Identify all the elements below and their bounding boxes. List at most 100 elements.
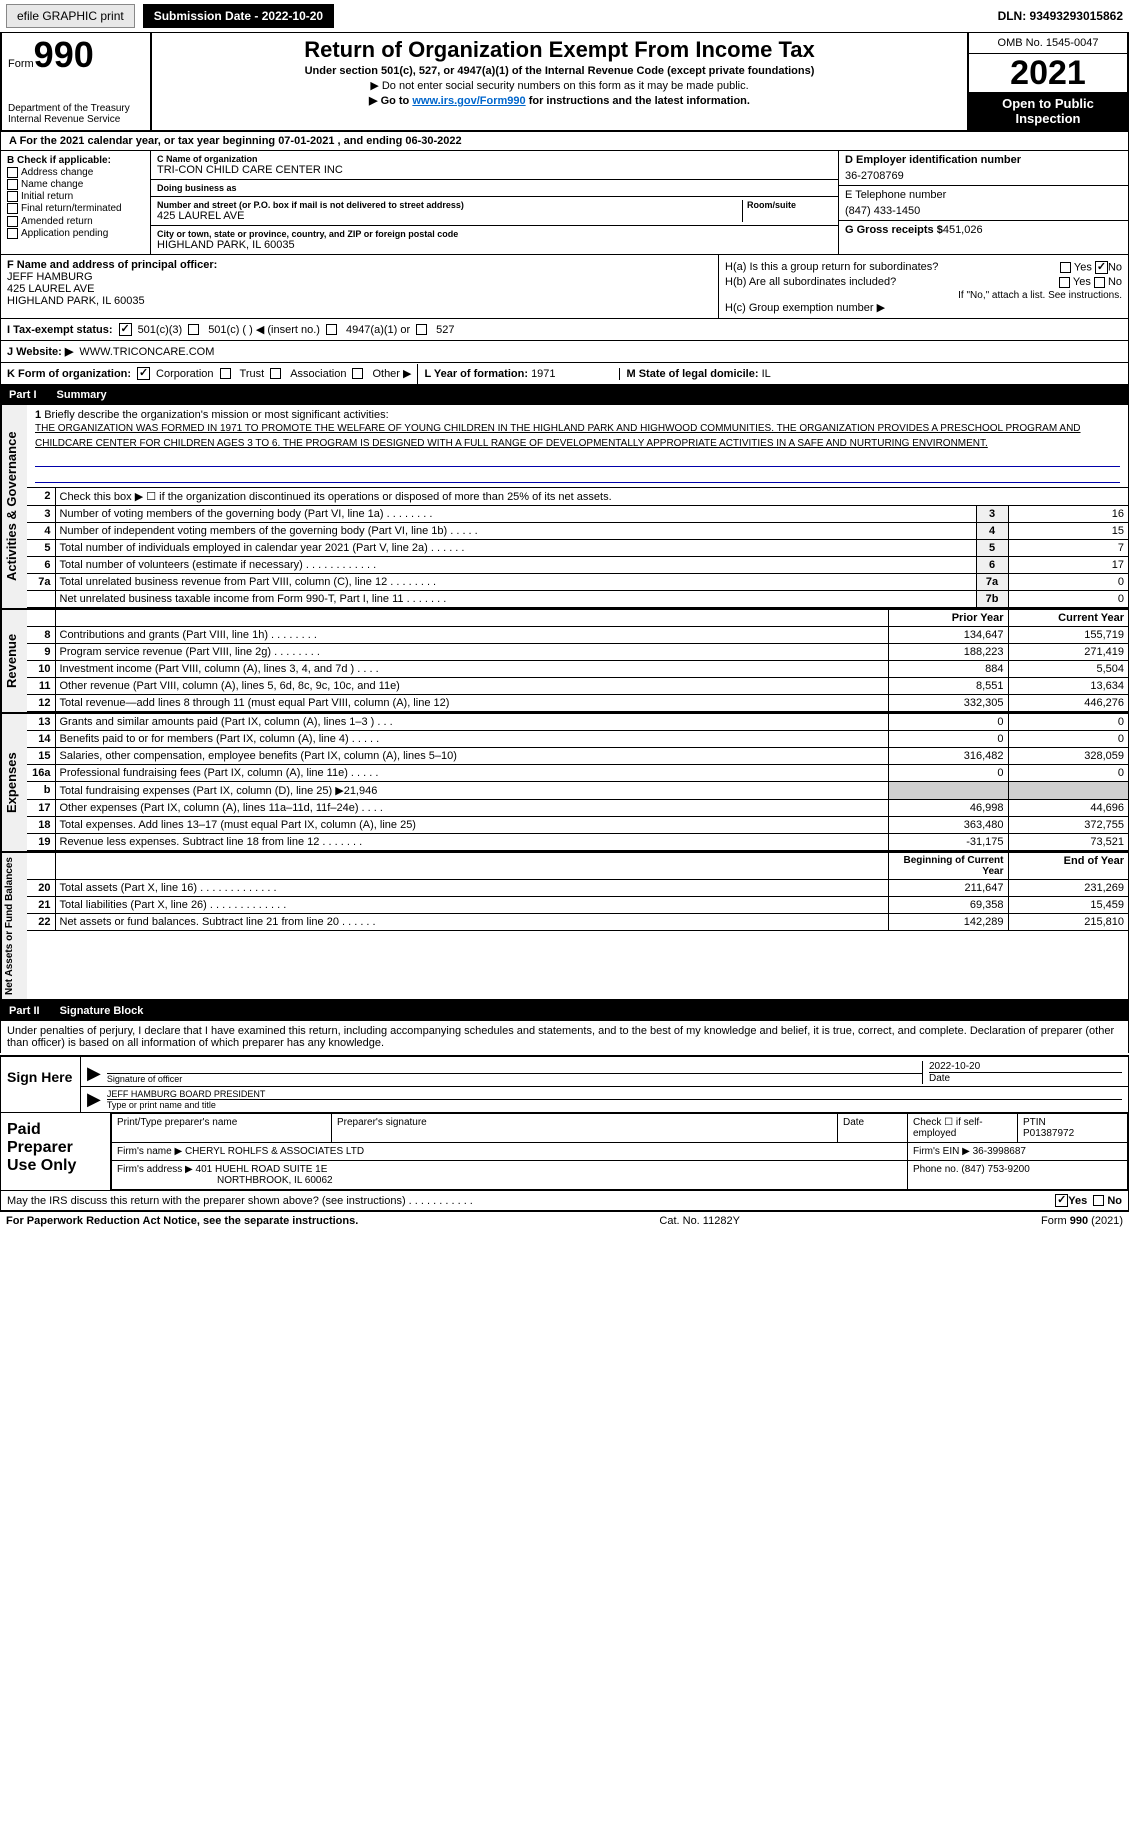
discuss-yes: Yes (1068, 1195, 1087, 1207)
table-row: 5Total number of individuals employed in… (27, 540, 1128, 557)
top-bar: efile GRAPHIC print Submission Date - 20… (0, 0, 1129, 33)
discuss-yes-check[interactable]: ✓ (1055, 1194, 1068, 1207)
l-label: L Year of formation: (424, 368, 528, 380)
table-row: 22Net assets or fund balances. Subtract … (27, 914, 1128, 931)
side-net: Net Assets or Fund Balances (1, 853, 27, 999)
chk-name-change[interactable] (7, 179, 18, 190)
chk-address-change[interactable] (7, 167, 18, 178)
note2-post: for instructions and the latest informat… (526, 95, 750, 107)
prep-sig-hdr: Preparer's signature (332, 1114, 838, 1143)
discuss-no-check[interactable] (1093, 1195, 1104, 1206)
i-4947-check[interactable] (326, 324, 337, 335)
table-row: 7aTotal unrelated business revenue from … (27, 574, 1128, 591)
hb-yes[interactable] (1059, 277, 1070, 288)
addr-label: Number and street (or P.O. box if mail i… (157, 200, 742, 210)
tax-year-line: A For the 2021 calendar year, or tax yea… (0, 132, 1129, 151)
sig-arrow-icon-2: ▶ (87, 1089, 101, 1110)
sig-officer-label: Signature of officer (107, 1073, 922, 1084)
net-assets-table: Beginning of Current Year End of Year 20… (27, 853, 1128, 931)
table-row: 4Number of independent voting members of… (27, 523, 1128, 540)
chk-initial[interactable] (7, 191, 18, 202)
part2-header: Part II Signature Block (0, 1001, 1129, 1021)
discuss-question: May the IRS discuss this return with the… (7, 1195, 1055, 1207)
hb-label: H(b) Are all subordinates included? (725, 276, 896, 288)
expenses-table: 13Grants and similar amounts paid (Part … (27, 714, 1128, 851)
gross-receipts: 451,026 (943, 224, 983, 236)
side-governance: Activities & Governance (1, 405, 27, 608)
firm-name: CHERYL ROHLFS & ASSOCIATES LTD (185, 1146, 364, 1157)
chk-pending[interactable] (7, 228, 18, 239)
ha-no-lbl: No (1108, 261, 1122, 273)
officer-name: JEFF HAMBURG (7, 271, 93, 283)
expenses-section: Expenses 13Grants and similar amounts pa… (0, 712, 1129, 851)
table-row: 12Total revenue—add lines 8 through 11 (… (27, 695, 1128, 712)
header-title-block: Return of Organization Exempt From Incom… (152, 33, 967, 130)
firm-addr1: 401 HUEHL ROAD SUITE 1E (196, 1164, 328, 1175)
opt-pending: Application pending (21, 228, 108, 239)
self-emp-hdr: Check ☐ if self-employed (908, 1114, 1018, 1143)
irs-label: Internal Revenue Service (8, 114, 144, 125)
ha-yes[interactable] (1060, 262, 1071, 273)
k-trust-check[interactable] (220, 368, 231, 379)
open-public-badge: Open to Public Inspection (969, 92, 1127, 130)
hb-yes-lbl: Yes (1073, 276, 1091, 288)
j-row: J Website: ▶ WWW.TRICONCARE.COM (0, 341, 1129, 363)
dept-label: Department of the Treasury (8, 103, 144, 114)
paid-preparer-block: Paid Preparer Use Only Print/Type prepar… (0, 1113, 1129, 1191)
table-row: 6Total number of volunteers (estimate if… (27, 557, 1128, 574)
i-label: I Tax-exempt status: (7, 324, 113, 336)
k-corp-check[interactable]: ✓ (137, 367, 150, 380)
revenue-table: Prior Year Current Year 8Contributions a… (27, 610, 1128, 712)
prep-date-hdr: Date (838, 1114, 908, 1143)
sig-date-label: Date (929, 1072, 1122, 1084)
i-501c-check[interactable] (188, 324, 199, 335)
paid-preparer-table: Print/Type preparer's name Preparer's si… (111, 1113, 1128, 1190)
footer-form-num: 990 (1070, 1215, 1088, 1227)
k-o1: Corporation (156, 368, 213, 380)
governance-table: 2Check this box ▶ ☐ if the organization … (27, 488, 1128, 608)
j-label: J Website: ▶ (7, 345, 73, 358)
i-o2: 501(c) ( ) ◀ (insert no.) (208, 323, 320, 336)
ha-no[interactable]: ✓ (1095, 261, 1108, 274)
revenue-section: Revenue Prior Year Current Year 8Contrib… (0, 608, 1129, 712)
opt-name: Name change (21, 179, 83, 190)
chk-amended[interactable] (7, 216, 18, 227)
f-block: F Name and address of principal officer:… (1, 255, 718, 318)
k-other-check[interactable] (352, 368, 363, 379)
firm-ein: 36-3998687 (973, 1146, 1026, 1157)
table-row: 19Revenue less expenses. Subtract line 1… (27, 834, 1128, 851)
hb-no[interactable] (1094, 277, 1105, 288)
begin-year-hdr: Beginning of Current Year (888, 853, 1008, 880)
part1-title: Summary (57, 389, 107, 401)
part2-num: Part II (9, 1005, 40, 1017)
table-row: 13Grants and similar amounts paid (Part … (27, 714, 1128, 731)
sig-arrow-icon: ▶ (87, 1063, 101, 1084)
officer-addr2: HIGHLAND PARK, IL 60035 (7, 295, 145, 307)
block-deg: D Employer identification number 36-2708… (838, 151, 1128, 254)
footer: For Paperwork Reduction Act Notice, see … (0, 1211, 1129, 1230)
net-assets-section: Net Assets or Fund Balances Beginning of… (0, 851, 1129, 1001)
ptin-value: P01387972 (1023, 1128, 1074, 1139)
table-row: 20Total assets (Part X, line 16) . . . .… (27, 880, 1128, 897)
table-row: 16aProfessional fundraising fees (Part I… (27, 765, 1128, 782)
prior-year-hdr: Prior Year (888, 610, 1008, 627)
efile-badge: efile GRAPHIC print (6, 4, 135, 28)
state-domicile: IL (762, 368, 771, 380)
opt-address: Address change (21, 167, 93, 178)
k-assoc-check[interactable] (270, 368, 281, 379)
irs-link[interactable]: www.irs.gov/Form990 (412, 95, 525, 107)
i-501c3-check[interactable]: ✓ (119, 323, 132, 336)
f-label: F Name and address of principal officer: (7, 259, 217, 271)
city-state-zip: HIGHLAND PARK, IL 60035 (157, 239, 832, 251)
footer-left: For Paperwork Reduction Act Notice, see … (6, 1215, 358, 1227)
chk-final[interactable] (7, 203, 18, 214)
firm-addr2: NORTHBROOK, IL 60062 (217, 1175, 333, 1186)
b-label: B Check if applicable: (7, 155, 111, 166)
end-year-hdr: End of Year (1008, 853, 1128, 880)
note2-pre: ▶ Go to (369, 95, 412, 107)
website-value: WWW.TRICONCARE.COM (79, 346, 214, 358)
table-row: 15Salaries, other compensation, employee… (27, 748, 1128, 765)
form-number: 990 (34, 34, 94, 75)
i-527-check[interactable] (416, 324, 427, 335)
footer-year: 2021 (1095, 1215, 1119, 1227)
